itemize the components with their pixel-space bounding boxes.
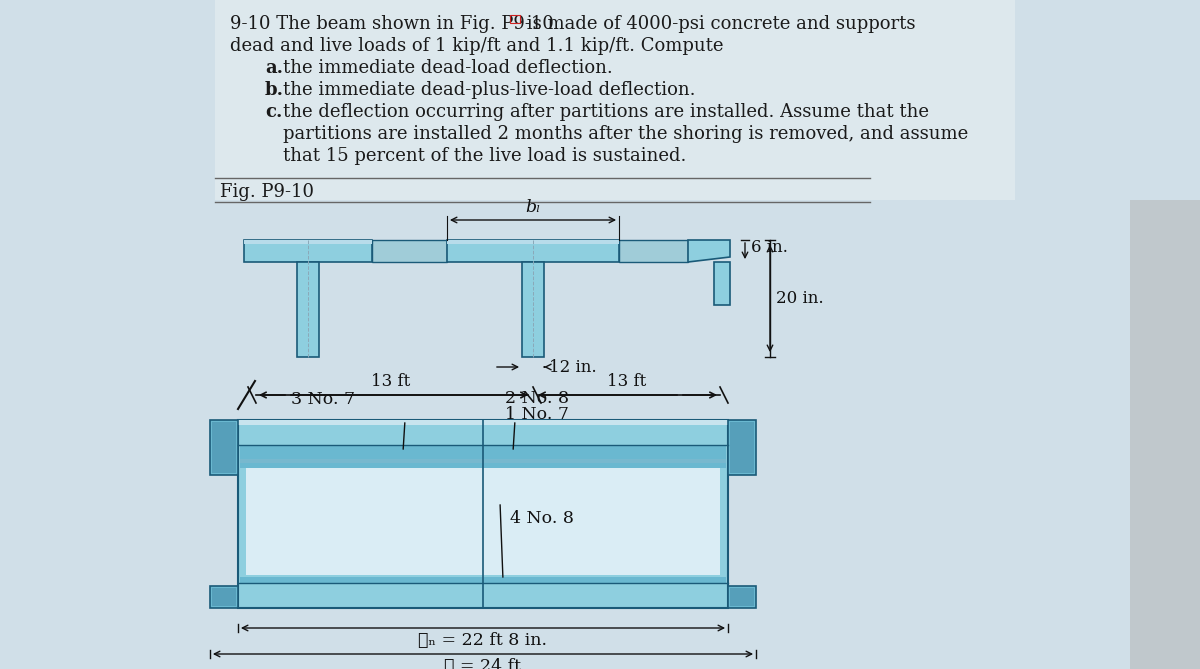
- Bar: [246, 468, 720, 575]
- Bar: [1130, 200, 1200, 669]
- Bar: [240, 463, 726, 468]
- Bar: [212, 422, 236, 473]
- Text: 20 in.: 20 in.: [776, 290, 823, 307]
- Bar: [244, 240, 372, 262]
- Text: c.: c.: [265, 103, 282, 121]
- Text: 3 No. 7: 3 No. 7: [290, 391, 355, 408]
- Text: 13 ft: 13 ft: [607, 373, 646, 390]
- Text: b.: b.: [265, 81, 284, 99]
- Text: partitions are installed 2 months after the shoring is removed, and assume: partitions are installed 2 months after …: [283, 125, 968, 143]
- Text: 1 No. 7: 1 No. 7: [505, 406, 569, 423]
- Bar: [510, 15, 520, 23]
- Bar: [238, 420, 728, 608]
- Bar: [212, 588, 236, 606]
- Text: ℓ = 24 ft: ℓ = 24 ft: [444, 658, 522, 669]
- Bar: [372, 240, 446, 262]
- Text: 9-10 The beam shown in Fig. P9-10: 9-10 The beam shown in Fig. P9-10: [230, 15, 554, 33]
- Bar: [522, 262, 544, 357]
- Bar: [210, 420, 238, 475]
- Text: that 15 percent of the live load is sustained.: that 15 percent of the live load is sust…: [283, 147, 686, 165]
- Bar: [240, 577, 726, 583]
- Text: the immediate dead-plus-live-load deflection.: the immediate dead-plus-live-load deflec…: [283, 81, 696, 99]
- Text: is made of 4000-psi concrete and supports: is made of 4000-psi concrete and support…: [521, 15, 916, 33]
- Bar: [215, 0, 1015, 200]
- Text: 13 ft: 13 ft: [371, 373, 410, 390]
- Text: 12 in.: 12 in.: [550, 359, 596, 375]
- Bar: [728, 420, 756, 475]
- Bar: [446, 240, 619, 262]
- Bar: [240, 445, 726, 459]
- Polygon shape: [688, 240, 730, 262]
- Text: the deflection occurring after partitions are installed. Assume that the: the deflection occurring after partition…: [283, 103, 929, 121]
- Bar: [210, 586, 238, 608]
- Bar: [730, 588, 754, 606]
- Text: the immediate dead-load deflection.: the immediate dead-load deflection.: [283, 59, 613, 77]
- Text: 6 in.: 6 in.: [751, 239, 788, 256]
- Bar: [730, 422, 754, 473]
- Text: a.: a.: [265, 59, 283, 77]
- Bar: [298, 262, 319, 357]
- Text: bₗ: bₗ: [526, 199, 541, 216]
- Bar: [238, 420, 728, 425]
- Text: ℓₙ = 22 ft 8 in.: ℓₙ = 22 ft 8 in.: [419, 632, 547, 649]
- Bar: [244, 240, 372, 244]
- Text: 2 No. 8: 2 No. 8: [505, 390, 569, 407]
- Text: Fig. P9-10: Fig. P9-10: [220, 183, 314, 201]
- Bar: [240, 459, 726, 463]
- Bar: [446, 240, 619, 244]
- Bar: [728, 586, 756, 608]
- Text: dead and live loads of 1 kip/ft and 1.1 kip/ft. Compute: dead and live loads of 1 kip/ft and 1.1 …: [230, 37, 724, 55]
- Bar: [619, 240, 688, 262]
- Bar: [714, 262, 730, 305]
- Text: 4 No. 8: 4 No. 8: [510, 510, 574, 527]
